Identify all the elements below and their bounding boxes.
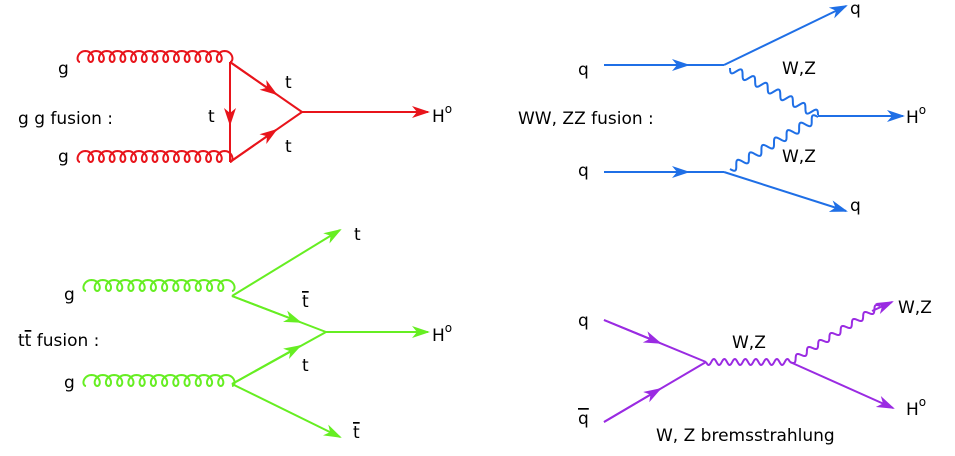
higgs-line — [789, 361, 895, 409]
antiquark-in-arrow — [603, 387, 662, 423]
label-q-in-top: q — [578, 60, 589, 80]
label-t-upper: t — [285, 73, 292, 93]
bremsstrahlung-diagram: q q W,Z W,Z Ho W, Z bremsstrahlung — [578, 298, 932, 446]
label-tbar-mid: t — [302, 292, 309, 312]
top-quark-upper-arrow — [229, 61, 278, 96]
antitop-mid-arrow — [231, 295, 302, 323]
antitop-out-line — [231, 383, 342, 438]
top-mid-arrow — [231, 345, 302, 385]
quark-out-top-line — [723, 5, 848, 66]
boson-upper-wavy — [729, 67, 819, 116]
gluon-top — [76, 49, 234, 64]
gluon-bottom — [76, 149, 234, 164]
label-t-mid: t — [208, 107, 215, 127]
label-boson-out: W,Z — [898, 298, 932, 318]
tt-fusion-title: tt fusion : — [18, 331, 99, 351]
ww-zz-fusion-diagram: q q q q W,Z W,Z WW, ZZ fusion : Ho — [518, 0, 926, 216]
label-t-out: t — [354, 225, 361, 245]
tt-title-bar-t: t — [25, 331, 32, 351]
label-higgs: Ho — [906, 103, 926, 128]
label-g-bottom: g — [64, 373, 75, 393]
label-q-in-bottom: q — [578, 161, 589, 181]
gg-fusion-diagram: g g g g fusion : t t t Ho — [18, 49, 452, 167]
gg-fusion-title: g g fusion : — [18, 109, 113, 129]
boson-out-wavy — [789, 303, 881, 365]
label-g-bottom: g — [58, 147, 69, 167]
label-higgs: Ho — [906, 395, 926, 420]
gluon-top — [82, 278, 236, 293]
label-tbar-out: t — [353, 423, 360, 443]
label-boson-lower: W,Z — [782, 147, 816, 167]
label-q-in: q — [578, 311, 589, 331]
label-q-out-top: q — [850, 0, 861, 19]
label-t-lower: t — [285, 137, 292, 157]
boson-lower-wavy — [729, 114, 819, 172]
label-t-mid: t — [302, 356, 309, 376]
label-higgs: Ho — [432, 321, 452, 346]
label-boson-upper: W,Z — [782, 59, 816, 79]
quark-out-bottom-line — [723, 171, 848, 212]
label-g-top: g — [58, 59, 69, 79]
tt-fusion-diagram: g g tt fusion : t t t t Ho — [18, 225, 452, 443]
quark-in-arrow — [603, 319, 662, 344]
label-qbar-in: q — [578, 409, 589, 429]
label-higgs: Ho — [432, 102, 452, 127]
label-q-out-bottom: q — [850, 196, 861, 216]
bremsstrahlung-title: W, Z bremsstrahlung — [656, 426, 835, 446]
top-quark-lower-arrow — [229, 128, 278, 163]
boson-mid-wavy — [705, 357, 791, 367]
ww-zz-fusion-title: WW, ZZ fusion : — [518, 109, 654, 129]
top-quark-out-line — [231, 228, 342, 297]
label-boson-mid: W,Z — [732, 333, 766, 353]
gluon-bottom — [82, 373, 236, 388]
label-g-top: g — [64, 285, 75, 305]
boson-out-arrow — [871, 301, 894, 315]
